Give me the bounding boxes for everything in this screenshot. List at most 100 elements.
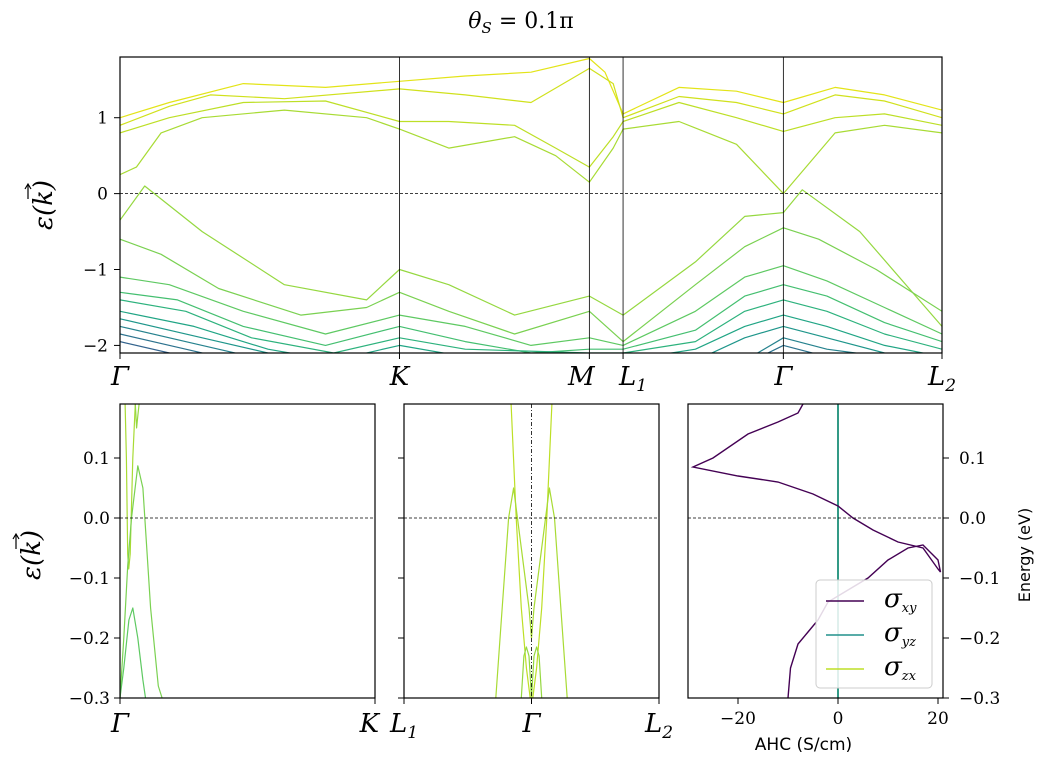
top-band-2 bbox=[120, 100, 942, 168]
br-ytick-label-0: 0.1 bbox=[959, 449, 986, 469]
br-xtick-label-2: 20 bbox=[927, 709, 949, 729]
bl-xtick-label-1: K bbox=[359, 709, 381, 739]
bm-band-2 bbox=[495, 487, 533, 698]
bm-xtick-label-2-sub: 2 bbox=[661, 723, 673, 743]
top-band-1 bbox=[120, 67, 942, 126]
bl-ytick-label-4: −0.3 bbox=[69, 689, 110, 709]
bl-ylabel-text: ε(k) bbox=[17, 530, 47, 580]
legend-label-sub-xy: xy bbox=[902, 601, 917, 616]
top-ylabel: ε(k) bbox=[24, 180, 59, 230]
br-ylabel-text: Energy (eV) bbox=[1015, 508, 1034, 602]
br-ytick-label-1: 0.0 bbox=[959, 509, 986, 529]
bm-xtick-label-0-sub: 1 bbox=[407, 723, 418, 743]
title-subscript: S bbox=[482, 19, 492, 37]
bm-xtick-label-0: L1 bbox=[389, 709, 418, 743]
bl-xtick-label-1-main: K bbox=[359, 709, 381, 739]
top-band-7 bbox=[120, 284, 942, 353]
top-xtick-label-5-sub: 2 bbox=[944, 376, 956, 396]
br-ytick-label-2: −0.1 bbox=[959, 569, 1000, 589]
top-band-0 bbox=[120, 57, 942, 119]
top-xtick-label-2-main: M bbox=[567, 362, 596, 392]
bm-band-3 bbox=[530, 487, 568, 698]
bl-xtick-label-0: Γ bbox=[110, 709, 130, 739]
bm-band-0 bbox=[510, 404, 531, 698]
bl-xtick-label-0-main: Γ bbox=[110, 709, 130, 739]
bl-frame bbox=[119, 403, 376, 699]
top-frame bbox=[119, 56, 943, 354]
bl-ytick-label-2: −0.1 bbox=[69, 569, 110, 589]
legend-label-sub-yz: yz bbox=[901, 635, 916, 650]
top-ytick-label-3: −2 bbox=[83, 336, 108, 356]
legend-label-yz: σyz bbox=[884, 618, 916, 650]
zoom-panel-l1-gamma-l2: L1 Γ L2 bbox=[389, 403, 673, 743]
legend-box bbox=[815, 579, 933, 689]
br-xtick-label-1: 0 bbox=[833, 709, 844, 729]
bl-ytick-label-1: 0.0 bbox=[83, 509, 110, 529]
bm-xtick-label-2: L2 bbox=[644, 709, 673, 743]
legend-label-main-zx: σ bbox=[884, 652, 903, 682]
top-xtick-label-1-main: K bbox=[389, 362, 411, 392]
bm-band-4 bbox=[520, 646, 533, 698]
bl-band-3 bbox=[120, 607, 147, 698]
ahc-panel: 0.1 0.0 −0.1 −0.2 −0.3 −20 0 20 AHC (S/cm) Energy… bbox=[687, 403, 1034, 755]
bl-band-1 bbox=[134, 404, 140, 429]
br-frame bbox=[687, 403, 944, 699]
bm-frame bbox=[403, 403, 660, 699]
bm-xtick-label-1-main: Γ bbox=[521, 709, 541, 739]
bm-xtick-label-2-main: L bbox=[644, 709, 662, 739]
br-ylabel: Energy (eV) bbox=[1015, 508, 1034, 602]
br-ytick-label-4: −0.3 bbox=[959, 689, 1000, 709]
top-xtick-label-0: Γ bbox=[110, 362, 130, 392]
legend-label-zx: σzx bbox=[884, 652, 917, 684]
bl-ytick-label-3: −0.2 bbox=[69, 629, 110, 649]
top-xtick-label-5-main: L bbox=[927, 362, 945, 392]
bm-xtick-label-0-main: L bbox=[389, 709, 407, 739]
top-xtick-label-3-sub: 1 bbox=[636, 376, 647, 396]
top-xtick-label-3: L1 bbox=[618, 362, 647, 396]
bm-lines bbox=[495, 404, 568, 698]
bl-band-0 bbox=[124, 404, 136, 570]
top-ytick-label-2: −1 bbox=[83, 261, 108, 281]
legend-label-main-yz: σ bbox=[884, 618, 903, 648]
top-band-5 bbox=[120, 227, 942, 343]
bm-xtick-label-1: Γ bbox=[521, 709, 541, 739]
top-band-11 bbox=[120, 325, 861, 353]
bm-band-1 bbox=[532, 404, 553, 698]
bl-ylabel-arrowhead bbox=[12, 532, 20, 540]
top-band-10 bbox=[120, 318, 890, 353]
top-xtick-label-0-main: Γ bbox=[110, 362, 130, 392]
bl-band-2 bbox=[120, 465, 163, 698]
top-band-8 bbox=[120, 299, 942, 353]
top-xtick-label-3-main: L bbox=[618, 362, 636, 392]
bl-lines bbox=[120, 404, 163, 698]
bm-band-5 bbox=[530, 646, 543, 698]
top-xtick-label-5: L2 bbox=[927, 362, 956, 396]
top-band-13 bbox=[120, 341, 785, 353]
top-xtick-label-1: K bbox=[389, 362, 411, 392]
legend-label-xy: σxy bbox=[884, 584, 917, 616]
top-band-6 bbox=[120, 265, 942, 346]
top-ylabel-text: ε(k) bbox=[29, 180, 59, 230]
br-ytick-label-3: −0.2 bbox=[959, 629, 1000, 649]
title-symbol: θ bbox=[468, 9, 481, 34]
top-band-4 bbox=[120, 185, 942, 327]
legend-label-main-xy: σ bbox=[884, 584, 903, 614]
top-xtick-label-4-main: Γ bbox=[773, 362, 793, 392]
title-value: = 0.1π bbox=[492, 9, 574, 34]
figure-title: θS = 0.1π bbox=[468, 9, 573, 37]
bl-ytick-label-0: 0.1 bbox=[83, 449, 110, 469]
top-band-9 bbox=[120, 310, 926, 353]
br-xlabel: AHC (S/cm) bbox=[755, 735, 852, 755]
top-xtick-label-4: Γ bbox=[773, 362, 793, 392]
top-ytick-label-0: 1 bbox=[97, 109, 108, 129]
bl-ylabel: ε(k) bbox=[12, 530, 47, 580]
top-xtick-label-2: M bbox=[567, 362, 596, 392]
legend-label-sub-zx: zx bbox=[901, 669, 917, 684]
zoom-panel-gamma-k: 0.1 0.0 −0.1 −0.2 −0.3Γ Kε(k) bbox=[12, 403, 381, 739]
br-xtick-label-0: −20 bbox=[720, 709, 756, 729]
top-ytick-label-1: 0 bbox=[97, 185, 108, 205]
top-ylabel-arrowhead bbox=[24, 182, 32, 190]
